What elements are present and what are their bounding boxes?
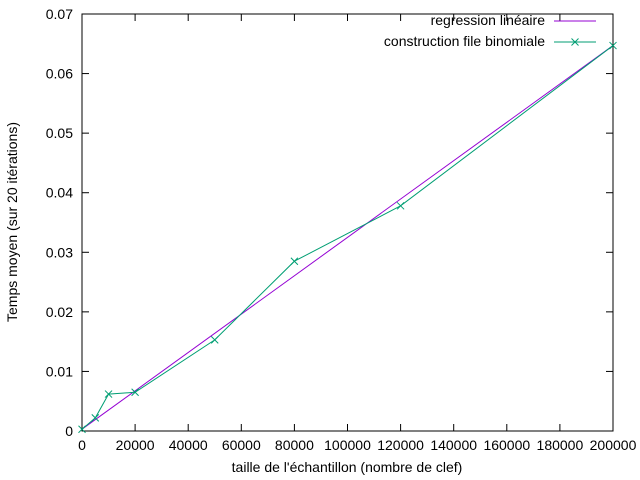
y-tick-label: 0.02	[46, 304, 73, 320]
data-point-x-marker	[609, 41, 617, 50]
x-tick-label: 60000	[222, 437, 261, 453]
x-marker-stroke	[104, 390, 113, 398]
y-tick-label: 0.01	[46, 363, 73, 379]
y-tick-label: 0.06	[46, 66, 73, 82]
legend-marker-x-icon	[571, 38, 579, 46]
x-tick-label: 40000	[169, 437, 208, 453]
x-marker-stroke	[571, 38, 579, 46]
series-line-0	[81, 45, 614, 430]
x-marker-stroke	[609, 41, 617, 50]
axis-ticks: 0 20000 40000 60000 80000 100000 120000 140000 1…	[46, 6, 637, 453]
x-marker-stroke	[290, 257, 299, 266]
x-tick-label: 180000	[537, 437, 584, 453]
x-tick-label: 20000	[116, 437, 155, 453]
x-tick-label: 80000	[275, 437, 314, 453]
y-tick-label: 0.04	[46, 185, 73, 201]
y-tick-label: 0.03	[46, 244, 73, 260]
x-tick-label: 0	[78, 437, 86, 453]
data-point-x-marker	[210, 336, 219, 344]
legend: regression linéaire construction file bi…	[384, 12, 596, 49]
data-point-x-marker	[78, 425, 86, 434]
data-point-x-marker	[91, 414, 100, 422]
x-tick-label: 160000	[483, 437, 530, 453]
x-tick-label: 200000	[590, 437, 637, 453]
series-line-1	[81, 45, 614, 430]
x-marker-stroke	[91, 414, 100, 422]
legend-label-binomiale: construction file binomiale	[384, 33, 545, 49]
x-axis-title: taille de l'échantillon (nombre de clef)	[232, 459, 463, 475]
plot-frame	[81, 13, 614, 432]
x-marker-stroke	[210, 336, 219, 344]
y-axis-title: Temps moyen (sur 20 itérations)	[4, 122, 20, 322]
x-marker-stroke	[131, 388, 139, 397]
data-point-x-marker	[571, 38, 579, 46]
data-point-x-marker	[396, 201, 405, 210]
y-tick-label: 0	[65, 423, 73, 439]
y-tick-label: 0.05	[46, 125, 73, 141]
x-marker-stroke	[78, 425, 86, 434]
x-tick-label: 140000	[430, 437, 477, 453]
data-point-x-marker	[104, 390, 113, 398]
series-layer	[78, 41, 617, 434]
legend-label-regression: regression linéaire	[431, 12, 546, 28]
x-tick-label: 100000	[324, 437, 371, 453]
data-point-x-marker	[131, 388, 139, 397]
x-marker-stroke	[396, 201, 405, 210]
x-tick-label: 120000	[377, 437, 424, 453]
data-point-x-marker	[290, 257, 299, 266]
y-tick-label: 0.07	[46, 6, 73, 22]
